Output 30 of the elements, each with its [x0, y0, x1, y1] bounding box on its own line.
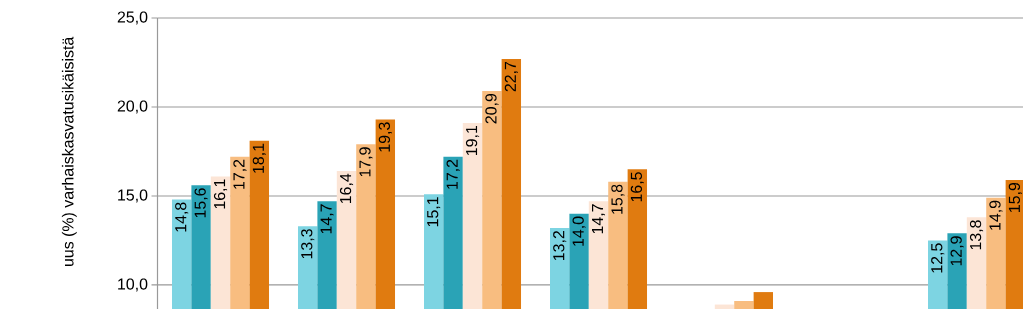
- y-tick-label: 15,0: [118, 189, 148, 203]
- data-label: 15,9: [1008, 182, 1022, 212]
- data-label: 15,6: [194, 188, 208, 218]
- data-label: 17,2: [446, 159, 460, 189]
- y-tick-label: 25,0: [117, 11, 148, 25]
- data-label: 13,2: [553, 231, 567, 261]
- data-label: 17,9: [359, 147, 373, 177]
- data-label: 16,4: [339, 173, 354, 204]
- data-label: 14,7: [320, 204, 334, 234]
- y-tick-label: 20,0: [117, 100, 148, 114]
- data-label: 17,2: [233, 159, 247, 189]
- data-label: 14,8: [175, 202, 189, 232]
- data-label: 19,1: [465, 126, 480, 156]
- data-label: 14,7: [592, 204, 606, 234]
- y-tick-label: 10,0: [118, 278, 148, 292]
- data-label: 22,7: [504, 61, 518, 92]
- data-label: 18,1: [252, 143, 266, 173]
- data-label: 14,0: [572, 216, 586, 246]
- data-label: 12,9: [950, 236, 964, 266]
- data-label: 16,5: [630, 172, 644, 202]
- data-label: 13,8: [969, 220, 984, 250]
- data-label: 12,5: [931, 243, 945, 273]
- data-label: 20,9: [485, 93, 499, 124]
- data-label: 19,3: [378, 122, 392, 152]
- data-label: 13,3: [301, 229, 315, 259]
- data-label: 16,1: [213, 179, 228, 209]
- data-label: 15,1: [427, 197, 441, 227]
- data-label: 15,8: [611, 184, 625, 214]
- data-label: 14,9: [989, 200, 1003, 230]
- y-axis-title: uus (%) varhaiskasvatusikäisistä: [61, 36, 77, 266]
